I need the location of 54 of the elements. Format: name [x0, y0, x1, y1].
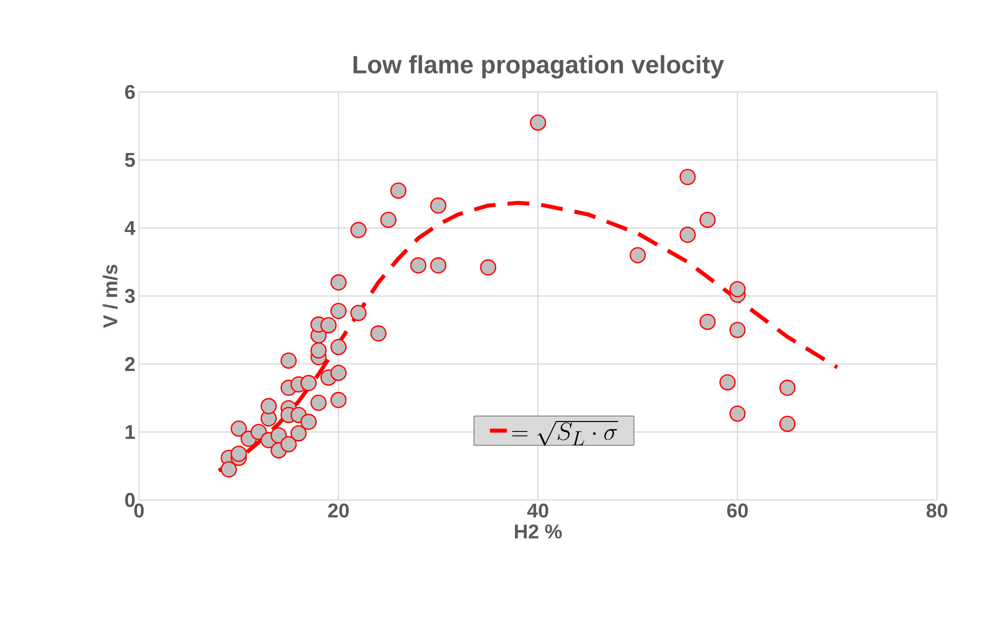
- x-tick-label: 60: [727, 504, 748, 518]
- point: [729, 322, 746, 338]
- chart-title: Low flame propagation velocity: [354, 55, 724, 78]
- point: [390, 182, 406, 199]
- point: [260, 398, 277, 414]
- point: [699, 314, 716, 330]
- point: [430, 257, 446, 274]
- point: [680, 226, 696, 243]
- y-tick-label: 2: [125, 357, 135, 371]
- point: [280, 436, 297, 452]
- x-tick-label: 20: [328, 504, 349, 518]
- y-tick-label: 0: [125, 492, 135, 508]
- point: [630, 247, 646, 264]
- point: [729, 281, 746, 298]
- x-tick-label: 40: [527, 504, 548, 518]
- point: [310, 394, 327, 411]
- point: [330, 302, 347, 320]
- point: [680, 168, 696, 186]
- point: [729, 406, 746, 422]
- x-axis-title: H2 %: [514, 524, 562, 539]
- legend-label: $= \sqrt{S_L \cdot \sigma}$: [512, 420, 618, 446]
- point: [330, 274, 347, 291]
- point: [370, 325, 387, 342]
- y-tick-label: 6: [125, 84, 135, 100]
- point: [410, 257, 426, 274]
- point: [779, 416, 796, 432]
- point: [300, 414, 317, 430]
- point: [350, 304, 367, 322]
- point: [530, 114, 546, 131]
- point: [320, 317, 337, 334]
- point: [220, 461, 237, 478]
- point: [719, 374, 736, 390]
- point: [250, 424, 267, 440]
- point: [350, 222, 367, 238]
- y-tick-label: 3: [124, 288, 135, 304]
- y-tick-label: 1: [126, 425, 135, 439]
- point: [430, 197, 446, 214]
- point: [699, 212, 716, 228]
- point: [290, 425, 307, 442]
- x-tick-label: 80: [926, 504, 948, 518]
- point: [380, 212, 397, 228]
- y-tick-label: 4: [124, 221, 136, 235]
- point: [300, 374, 317, 392]
- point: [310, 342, 327, 359]
- point: [230, 420, 247, 437]
- point: [779, 380, 796, 396]
- y-tick-label: 5: [125, 153, 135, 167]
- point: [330, 392, 347, 408]
- point: [230, 446, 247, 462]
- point: [480, 259, 496, 276]
- point: [330, 364, 347, 381]
- point: [280, 352, 297, 369]
- y-axis-title: V / m/s: [102, 264, 118, 328]
- point: [330, 338, 347, 356]
